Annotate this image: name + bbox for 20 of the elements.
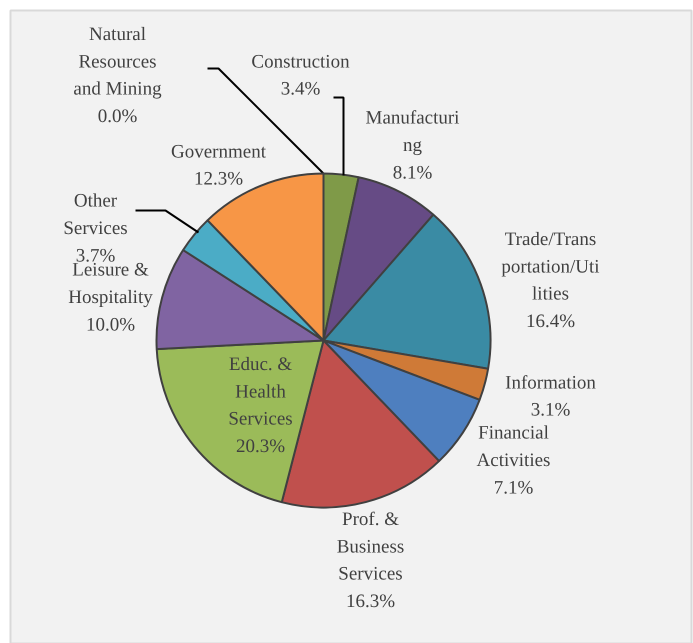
slice-label: Government [171,141,267,162]
data-label: 16.4% [526,310,576,332]
slice-label: Educ. & Health Services [228,354,293,430]
data-label: 20.3% [236,436,286,457]
slice-label: Financial Activities [476,422,550,471]
data-label: 16.3% [346,590,396,612]
slice-label: Construction [251,51,350,72]
data-label: 12.3% [194,168,244,190]
data-label: 7.1% [494,477,534,498]
slice-label: Manufacturi ng [366,108,460,156]
slice-label: Information [505,372,596,394]
data-label: 8.1% [392,162,432,184]
slice-label: Prof. & Business Services [336,509,404,585]
data-label: 3.4% [280,78,320,100]
data-label: 10.0% [86,314,136,336]
text: 0.0% [98,106,138,127]
category-label: Natural Resources and Mining [73,24,162,100]
data-label: 3.1% [530,400,570,421]
slice-label: Trade/Trans portation/Uti lities [501,229,600,305]
slice-label: Other Services [63,190,128,239]
